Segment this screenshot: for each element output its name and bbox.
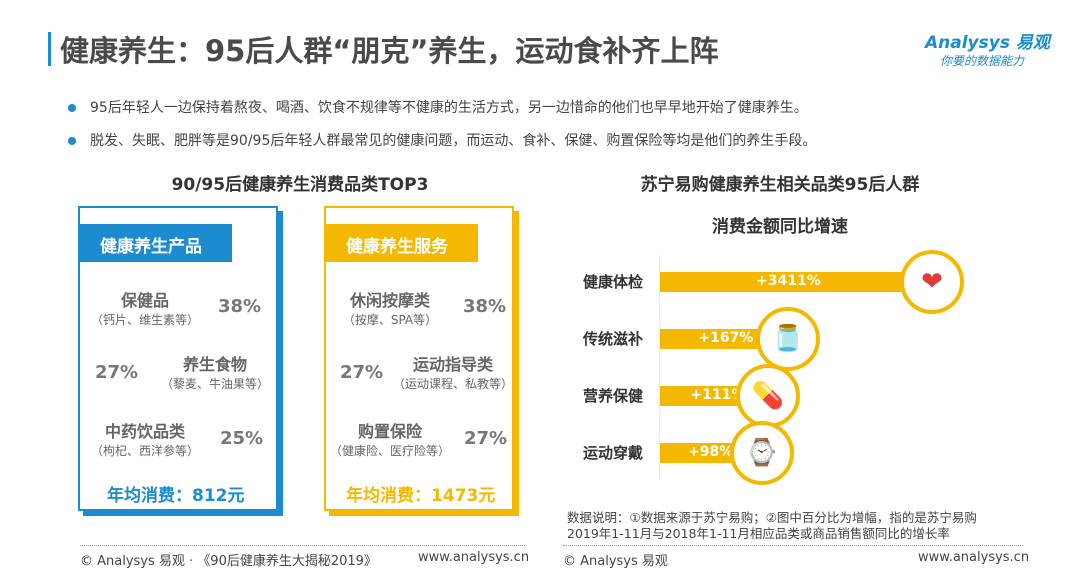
item-pct: 25% (220, 428, 264, 449)
bar-value-label: +111% (690, 387, 746, 403)
tonic-jar-icon: 🫙 (756, 307, 820, 371)
item-sub: （健康险、医疗险等） (329, 444, 450, 458)
chart-axis (659, 255, 660, 480)
bar-category-label: 营养保健 (583, 387, 644, 405)
products-header: 健康养生产品 (78, 224, 232, 262)
left-section-title: 90/95后健康养生消费品类TOP3 (171, 175, 429, 195)
bar-category-label: 健康体检 (583, 273, 644, 291)
bar-category-label: 运动穿戴 (583, 444, 644, 462)
footer-source: © Analysys 易观 · 《90后健康养生大揭秘2019》 (80, 554, 377, 569)
item-sub: （按摩、SPA等） (342, 313, 438, 327)
item-sub: （藜麦、牛油果等） (160, 377, 269, 391)
item-pct: 38% (218, 296, 262, 317)
supplement-bottle-icon: 💊 (736, 364, 800, 428)
divider (563, 545, 1023, 546)
bar (660, 443, 750, 463)
note-line-1: 数据说明：①数据来源于苏宁易购；②图中百分比为增幅，指的是苏宁易购 (567, 510, 977, 525)
logo-slogan: 你要的数据能力 (940, 54, 1025, 68)
chart-subtitle: 消费金额同比增速 (712, 217, 848, 237)
heart-rate-icon: ❤ (900, 250, 964, 314)
item-pct: 27% (95, 362, 139, 383)
page-title: 健康养生：95后人群“朋克”养生，运动食补齐上阵 (60, 34, 719, 68)
note-line-2: 2019年1-11月与2018年1-11月相应品类或商品销售额同比的增长率 (567, 526, 950, 541)
bar (660, 329, 776, 349)
chart-title: 苏宁易购健康养生相关品类95后人群 (640, 175, 920, 195)
footer-source-right: © Analysys 易观 (563, 554, 668, 569)
products-avg: 年均消费：812元 (107, 486, 245, 506)
item-sub: （钙片、维生素等） (90, 313, 199, 327)
divider (80, 545, 525, 546)
item-sub: （枸杞、西洋参等） (90, 444, 199, 458)
bar-value-label: +3411% (756, 273, 821, 289)
bullet-2: 脱发、失眠、肥胖等是90/95后年轻人群最常见的健康问题，而运动、食补、保健、购… (68, 130, 816, 150)
bar (660, 386, 756, 406)
item-name: 休闲按摩类 (349, 291, 430, 310)
bullet-1: 95后年轻人一边保持着熬夜、喝酒、饮食不规律等不健康的生活方式，另一边惜命的他们… (68, 97, 808, 117)
logo: Analysys 易观 (925, 33, 1050, 53)
item-pct: 38% (463, 296, 507, 317)
item-pct: 27% (340, 362, 384, 383)
item-name: 运动指导类 (412, 355, 493, 374)
services-avg: 年均消费：1473元 (346, 486, 496, 506)
footer-url[interactable]: www.analysys.cn (418, 550, 530, 565)
item-name: 养生食物 (182, 355, 247, 374)
bar-category-label: 传统滋补 (583, 330, 644, 348)
bar-value-label: +98% (688, 444, 734, 460)
item-name: 保健品 (120, 291, 169, 310)
footer-url-right[interactable]: www.analysys.cn (918, 550, 1030, 565)
smartwatch-icon: ⌚ (730, 421, 794, 485)
item-name: 中药饮品类 (104, 422, 185, 441)
title-accent (48, 32, 51, 66)
item-sub: （运动课程、私教等） (392, 377, 513, 391)
item-name: 购置保险 (357, 422, 422, 441)
bar (660, 272, 920, 292)
item-pct: 27% (464, 428, 508, 449)
bar-value-label: +167% (698, 330, 754, 346)
services-header: 健康养生服务 (324, 224, 478, 262)
